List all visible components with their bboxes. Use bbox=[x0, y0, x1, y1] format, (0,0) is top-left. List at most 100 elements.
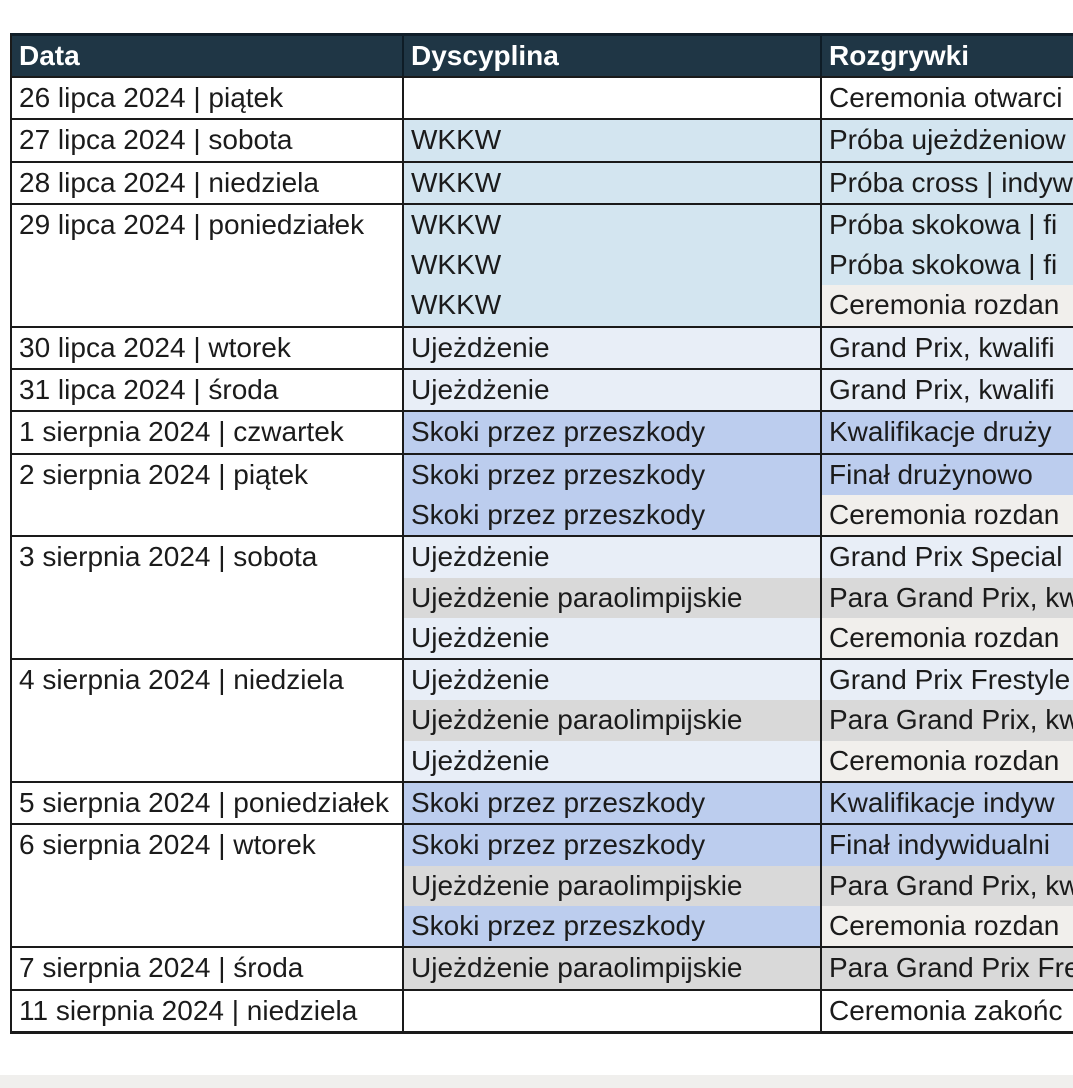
discipline-cell: Skoki przez przeszkody bbox=[404, 494, 820, 536]
discipline-cell: WKKW bbox=[404, 162, 820, 203]
event-cell: Kwalifikacje indyw bbox=[822, 783, 1073, 824]
table-row-group: 3 sierpnia 2024 | sobota Ujeżdżenie Ujeżdż… bbox=[12, 537, 1073, 661]
date-cell: 2 sierpnia 2024 | piątek bbox=[12, 454, 404, 536]
table-row-group: 6 sierpnia 2024 | wtorek Skoki przez prze… bbox=[12, 825, 1073, 949]
table-row-group: 30 lipca 2024 | wtorek Ujeżdżenie Grand Pr… bbox=[12, 327, 1073, 371]
table-row-group: 7 sierpnia 2024 | środa Ujeżdżenie paraol… bbox=[12, 948, 1073, 991]
date-cell: 29 lipca 2024 | poniedziałek bbox=[12, 204, 404, 326]
discipline-cell: Ujeżdżenie bbox=[404, 740, 820, 782]
discipline-cell: Ujeżdżenie bbox=[404, 370, 820, 411]
event-cell: Para Grand Prix, kw bbox=[822, 577, 1073, 618]
event-cell: Ceremonia zakońc bbox=[822, 990, 1073, 1031]
table-row-group: 11 sierpnia 2024 | niedziela Ceremonia za… bbox=[12, 990, 1073, 1031]
discipline-cell bbox=[404, 990, 820, 1031]
discipline-column-cell: WKKW bbox=[404, 120, 822, 161]
date-cell: 11 sierpnia 2024 | niedziela bbox=[12, 990, 404, 1031]
discipline-cell: Ujeżdżenie bbox=[404, 537, 820, 578]
date-cell: 27 lipca 2024 | sobota bbox=[12, 120, 404, 161]
event-cell: Próba skokowa | fi bbox=[822, 204, 1073, 246]
discipline-column-cell bbox=[404, 990, 822, 1031]
discipline-cell: WKKW bbox=[404, 245, 820, 286]
discipline-cell: WKKW bbox=[404, 285, 820, 326]
date-cell: 6 sierpnia 2024 | wtorek bbox=[12, 825, 404, 947]
event-column-cell: Ceremonia zakońc bbox=[822, 990, 1073, 1031]
discipline-column-cell: Ujeżdżenie Ujeżdżenie paraolimpijskie Ujeż… bbox=[404, 537, 822, 659]
event-cell: Para Grand Prix, kw bbox=[822, 700, 1073, 741]
header-cell-data: Data bbox=[12, 36, 404, 76]
event-column-cell: Kwalifikacje druży bbox=[822, 412, 1073, 453]
table-row-group: 28 lipca 2024 | niedziela WKKW Próba cross… bbox=[12, 162, 1073, 205]
event-column-cell: Finał drużynowo Ceremonia rozdan bbox=[822, 454, 1073, 536]
discipline-cell: Ujeżdżenie paraolimpijskie bbox=[404, 577, 820, 618]
event-column-cell: Grand Prix Special Para Grand Prix, kw Cer… bbox=[822, 537, 1073, 659]
table-row-group: 1 sierpnia 2024 | czwartek Skoki przez pr… bbox=[12, 412, 1073, 455]
event-cell: Grand Prix Special bbox=[822, 537, 1073, 578]
event-cell: Próba ujeżdżeniow bbox=[822, 120, 1073, 161]
event-column-cell: Próba skokowa | fi Próba skokowa | fi Cere… bbox=[822, 204, 1073, 326]
event-cell: Ceremonia otwarci bbox=[822, 78, 1073, 119]
event-cell: Ceremonia rozdan bbox=[822, 905, 1073, 947]
event-column-cell: Ceremonia otwarci bbox=[822, 78, 1073, 119]
event-cell: Para Grand Prix, kw bbox=[822, 865, 1073, 906]
discipline-column-cell bbox=[404, 78, 822, 119]
date-cell: 7 sierpnia 2024 | środa bbox=[12, 948, 404, 989]
event-cell: Grand Prix, kwalifi bbox=[822, 327, 1073, 369]
date-cell: 26 lipca 2024 | piątek bbox=[12, 78, 404, 119]
event-cell: Próba skokowa | fi bbox=[822, 245, 1073, 286]
event-cell: Para Grand Prix Fre bbox=[822, 948, 1073, 989]
event-column-cell: Próba cross | indyw bbox=[822, 162, 1073, 203]
discipline-cell: Ujeżdżenie bbox=[404, 660, 820, 701]
discipline-column-cell: WKKW WKKW WKKW bbox=[404, 204, 822, 326]
header-cell-rozgrywki: Rozgrywki bbox=[829, 40, 970, 71]
table-row-group: 27 lipca 2024 | sobota WKKW Próba ujeżdżen… bbox=[12, 120, 1073, 163]
discipline-column-cell: Skoki przez przeszkody Ujeżdżenie paraoli… bbox=[404, 825, 822, 947]
discipline-cell: Ujeżdżenie bbox=[404, 617, 820, 659]
table-body: 26 lipca 2024 | piątek Ceremonia otwarci 2… bbox=[12, 78, 1073, 1031]
discipline-column-cell: Ujeżdżenie Ujeżdżenie paraolimpijskie Ujeż… bbox=[404, 660, 822, 782]
schedule-table: Data Dyscyplina Rozgrywki 26 lipca 2024 … bbox=[10, 33, 1073, 1034]
date-cell: 31 lipca 2024 | środa bbox=[12, 370, 404, 411]
discipline-cell: Ujeżdżenie bbox=[404, 327, 820, 369]
discipline-cell: Ujeżdżenie paraolimpijskie bbox=[404, 700, 820, 741]
event-cell: Ceremonia rozdan bbox=[822, 617, 1073, 659]
event-cell: Grand Prix, kwalifi bbox=[822, 370, 1073, 411]
discipline-column-cell: Ujeżdżenie bbox=[404, 327, 822, 369]
event-column-cell: Grand Prix, kwalifi bbox=[822, 370, 1073, 411]
event-cell: Ceremonia rozdan bbox=[822, 494, 1073, 536]
date-cell: 3 sierpnia 2024 | sobota bbox=[12, 537, 404, 659]
discipline-cell: Skoki przez przeszkody bbox=[404, 825, 820, 866]
event-column-cell: Finał indywidualni Para Grand Prix, kw Cer… bbox=[822, 825, 1073, 947]
discipline-cell: WKKW bbox=[404, 120, 820, 161]
discipline-cell: Skoki przez przeszkody bbox=[404, 412, 820, 453]
discipline-cell bbox=[404, 78, 820, 119]
table-row-group: 29 lipca 2024 | poniedziałek WKKW WKKW WKKW… bbox=[12, 204, 1073, 328]
event-cell: Ceremonia rozdan bbox=[822, 740, 1073, 782]
event-cell: Finał drużynowo bbox=[822, 454, 1073, 495]
date-cell: 28 lipca 2024 | niedziela bbox=[12, 162, 404, 203]
date-cell: 1 sierpnia 2024 | czwartek bbox=[12, 412, 404, 453]
table-row-group: 31 lipca 2024 | środa Ujeżdżenie Grand Pri… bbox=[12, 370, 1073, 413]
event-column-cell: Grand Prix Frestyle Para Grand Prix, kw Ce… bbox=[822, 660, 1073, 782]
discipline-column-cell: Skoki przez przeszkody bbox=[404, 412, 822, 453]
discipline-cell: Skoki przez przeszkody bbox=[404, 783, 820, 824]
discipline-cell: WKKW bbox=[404, 204, 820, 246]
event-cell: Kwalifikacje druży bbox=[822, 412, 1073, 453]
event-column-cell: Para Grand Prix Fre bbox=[822, 948, 1073, 989]
date-cell: 30 lipca 2024 | wtorek bbox=[12, 327, 404, 369]
event-column-cell: Próba ujeżdżeniow bbox=[822, 120, 1073, 161]
page-background-strip bbox=[0, 1075, 1073, 1088]
date-cell: 5 sierpnia 2024 | poniedziałek bbox=[12, 783, 404, 824]
event-column-cell: Grand Prix, kwalifi bbox=[822, 327, 1073, 369]
discipline-cell: Ujeżdżenie paraolimpijskie bbox=[404, 948, 820, 989]
discipline-column-cell: Skoki przez przeszkody Skoki przez przesz… bbox=[404, 454, 822, 536]
event-cell: Finał indywidualni bbox=[822, 825, 1073, 866]
discipline-cell: Skoki przez przeszkody bbox=[404, 905, 820, 947]
discipline-column-cell: Ujeżdżenie paraolimpijskie bbox=[404, 948, 822, 989]
event-cell: Ceremonia rozdan bbox=[822, 285, 1073, 326]
discipline-column-cell: Skoki przez przeszkody bbox=[404, 783, 822, 824]
discipline-column-cell: Ujeżdżenie bbox=[404, 370, 822, 411]
discipline-column-cell: WKKW bbox=[404, 162, 822, 203]
date-cell: 4 sierpnia 2024 | niedziela bbox=[12, 660, 404, 782]
table-header-row: Data Dyscyplina Rozgrywki bbox=[12, 36, 1073, 78]
discipline-cell: Skoki przez przeszkody bbox=[404, 454, 820, 495]
